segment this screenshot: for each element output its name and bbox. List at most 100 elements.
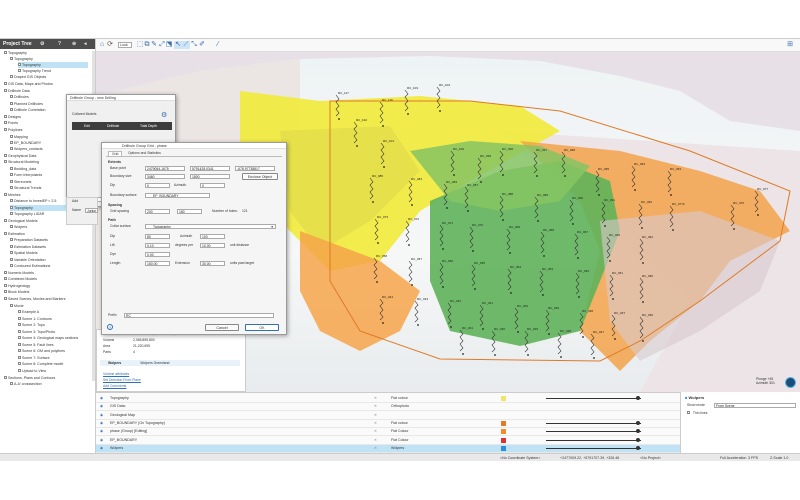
drillhole-trace[interactable] bbox=[439, 262, 444, 285]
visibility-checkbox[interactable] bbox=[18, 343, 21, 347]
color-swatch[interactable] bbox=[501, 437, 506, 443]
drillhole-trace[interactable] bbox=[414, 300, 419, 323]
help-icon[interactable]: ? bbox=[107, 324, 113, 330]
visibility-checkbox[interactable] bbox=[4, 160, 7, 164]
tree-item[interactable]: Scene 4: Geological maps sections bbox=[18, 335, 88, 341]
base-point-x[interactable]: 2479054.1675 bbox=[145, 166, 185, 171]
tree-item[interactable]: Hydrogeology bbox=[4, 283, 88, 289]
eye-icon[interactable]: ◉ bbox=[100, 396, 104, 400]
drillhole-trace[interactable] bbox=[404, 89, 409, 112]
drillhole-trace[interactable] bbox=[569, 199, 574, 222]
drillhole-trace[interactable] bbox=[590, 333, 595, 356]
visibility-checkbox[interactable] bbox=[10, 75, 13, 79]
drillhole-trace[interactable] bbox=[499, 195, 504, 218]
tree-item[interactable]: Saved Scenes, Movies and Markers bbox=[4, 296, 88, 302]
tree-item[interactable]: Scene 7: Surface bbox=[18, 355, 88, 361]
visibility-checkbox[interactable] bbox=[10, 199, 13, 203]
extension-input[interactable]: 30.00 bbox=[200, 261, 225, 266]
slider-handle[interactable] bbox=[636, 420, 640, 425]
path-azimuth-input[interactable]: 100 bbox=[200, 234, 225, 239]
visibility-checkbox[interactable] bbox=[4, 89, 7, 93]
tree-item[interactable]: Polylines bbox=[4, 127, 88, 133]
color-swatch[interactable] bbox=[501, 420, 506, 426]
tree-item[interactable]: Draped GIS Objects bbox=[10, 74, 88, 80]
visibility-checkbox[interactable] bbox=[10, 251, 13, 255]
drillhole-trace[interactable] bbox=[380, 142, 385, 165]
visibility-checkbox[interactable] bbox=[18, 356, 21, 360]
color-swatch[interactable] bbox=[501, 396, 506, 401]
tree-item[interactable]: Combined Models bbox=[4, 276, 88, 282]
tree-item[interactable]: Example A bbox=[18, 309, 88, 315]
degrees-per-input[interactable]: 10.00 bbox=[200, 243, 225, 248]
visibility-checkbox[interactable] bbox=[18, 317, 21, 321]
shape-style[interactable]: Flat Colour bbox=[391, 437, 409, 442]
visibility-checkbox[interactable] bbox=[10, 212, 13, 216]
thin-lines-checkbox[interactable]: Thin lines bbox=[687, 411, 707, 416]
eye-icon[interactable]: ◉ bbox=[100, 412, 104, 417]
rotate-icon[interactable]: ⟳ bbox=[107, 41, 113, 48]
show-mode-select[interactable]: From Scene bbox=[714, 403, 796, 408]
tree-item[interactable]: Sections, Plans and Contours bbox=[4, 375, 88, 381]
tree-item[interactable]: Geological Models bbox=[4, 218, 88, 224]
visibility-checkbox[interactable] bbox=[10, 264, 13, 268]
drillhole-trace[interactable] bbox=[534, 196, 539, 219]
link-icon[interactable]: ⤢ bbox=[159, 41, 165, 48]
drillhole-trace[interactable] bbox=[606, 236, 611, 259]
tree-item[interactable]: Scene 3: Topo/Photo bbox=[18, 329, 88, 335]
visibility-checkbox[interactable] bbox=[4, 115, 7, 119]
settings-gear-icon[interactable]: ⚙ bbox=[161, 112, 168, 119]
visibility-checkbox[interactable] bbox=[4, 277, 7, 281]
visibility-checkbox[interactable] bbox=[4, 128, 7, 132]
drillhole-trace[interactable] bbox=[667, 170, 672, 193]
drillhole-trace[interactable] bbox=[353, 121, 358, 144]
drillhole-trace[interactable] bbox=[557, 332, 562, 355]
remove-icon[interactable]: ✕ bbox=[374, 412, 378, 417]
visibility-checkbox[interactable] bbox=[18, 349, 21, 353]
drillhole-trace[interactable] bbox=[561, 151, 566, 174]
tree-item[interactable]: Planned Drillholes bbox=[10, 101, 88, 107]
visibility-checkbox[interactable] bbox=[10, 225, 13, 229]
base-point-z[interactable]: -678.97738817 bbox=[235, 166, 275, 171]
tree-item[interactable]: Mapping bbox=[10, 134, 88, 140]
visibility-checkbox[interactable] bbox=[18, 310, 21, 314]
visibility-checkbox[interactable] bbox=[4, 51, 7, 55]
drillhole-trace[interactable] bbox=[405, 220, 410, 243]
opacity-slider[interactable] bbox=[546, 398, 641, 399]
filter-icon[interactable]: ⚙ bbox=[40, 41, 45, 47]
visibility-checkbox[interactable] bbox=[10, 141, 13, 145]
settings-icon[interactable]: ⊞ bbox=[787, 41, 793, 48]
slider-handle[interactable] bbox=[636, 429, 640, 434]
opacity-slider[interactable] bbox=[546, 439, 641, 441]
opacity-slider[interactable] bbox=[546, 431, 641, 433]
boundary-surface-select[interactable]: EP_BOUNDARY bbox=[145, 193, 210, 198]
drillhole-trace[interactable] bbox=[408, 260, 413, 283]
drillhole-trace[interactable] bbox=[374, 218, 379, 241]
shape-row[interactable]: ◉ GIS Data: ✕ Orthophoto bbox=[96, 403, 680, 412]
boundary-x[interactable]: 3460 bbox=[145, 174, 185, 179]
tree-item[interactable]: Scene 1: Contours bbox=[18, 316, 88, 322]
tree-item[interactable]: GIS Data, Maps and Photos bbox=[4, 81, 88, 87]
visibility-checkbox[interactable] bbox=[10, 258, 13, 262]
visibility-checkbox[interactable] bbox=[10, 238, 13, 242]
drillhole-trace[interactable] bbox=[464, 186, 469, 209]
name-input[interactable]: Junior D bbox=[85, 208, 98, 213]
shape-row[interactable]: ◉ Topography ✕ Flat colour bbox=[96, 395, 680, 403]
drillhole-trace[interactable] bbox=[477, 157, 482, 180]
tree-item[interactable]: Geophysical Data bbox=[4, 153, 88, 159]
drillhole-trace[interactable] bbox=[447, 302, 452, 325]
drillhole-trace[interactable] bbox=[436, 86, 441, 109]
home-icon[interactable]: ⌂ bbox=[99, 41, 105, 48]
visibility-checkbox[interactable] bbox=[10, 147, 13, 151]
visibility-checkbox[interactable] bbox=[4, 82, 7, 86]
tree-item[interactable]: Scene 8: Complete model bbox=[18, 361, 88, 367]
visibility-checkbox[interactable] bbox=[4, 376, 7, 380]
shape-style[interactable]: Flat colour bbox=[391, 396, 408, 400]
drillhole-trace[interactable] bbox=[469, 226, 474, 249]
shape-row[interactable]: ◉ Wolpers ✕ Wolpers bbox=[96, 444, 680, 453]
visibility-checkbox[interactable] bbox=[18, 63, 21, 67]
drillhole-trace[interactable] bbox=[575, 272, 580, 295]
drillhole-trace[interactable] bbox=[507, 268, 512, 291]
drillhole-trace[interactable] bbox=[595, 170, 600, 193]
pencil-icon[interactable]: ✐ bbox=[199, 41, 205, 48]
shape-style[interactable]: Flat colour bbox=[391, 420, 408, 425]
